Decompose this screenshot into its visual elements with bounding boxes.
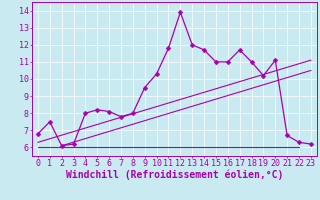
X-axis label: Windchill (Refroidissement éolien,°C): Windchill (Refroidissement éolien,°C) — [66, 170, 283, 180]
